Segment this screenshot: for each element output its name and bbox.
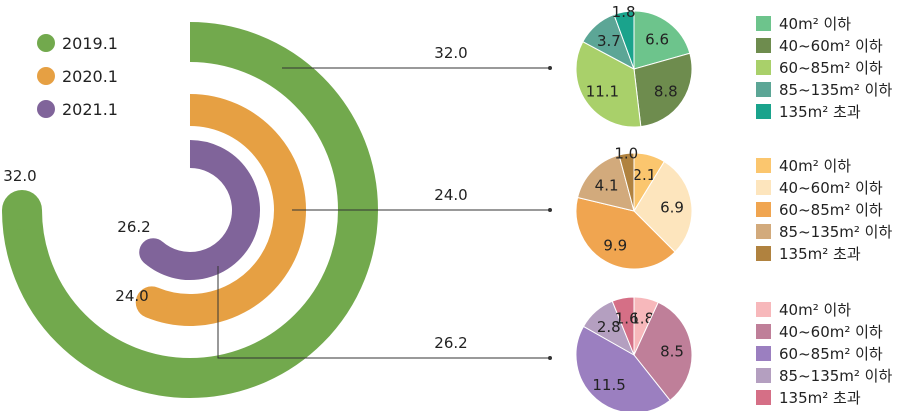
pie-legend-swatch (756, 390, 771, 405)
pie-legend-label: 40~60m² 이하 (779, 179, 883, 197)
pie-legend-swatch (756, 38, 771, 53)
pie-legend-label: 85~135m² 이하 (779, 81, 892, 99)
connector-dot (548, 356, 552, 360)
pie-slice-2021.1-4 (611, 296, 635, 356)
pie-legend-swatch (756, 324, 771, 339)
pie-value-label: 11.1 (586, 83, 619, 101)
pie-slice-2021.1-1 (633, 301, 693, 402)
pie-legend-label: 40m² 이하 (779, 157, 851, 175)
pie-legend-swatch (756, 104, 771, 119)
pie-value-label: 8.5 (660, 342, 684, 360)
pie-legend-label: 135m² 초과 (779, 103, 861, 121)
pie-legend-label: 135m² 초과 (779, 389, 861, 407)
pie-slice-2019.1-2 (575, 40, 642, 128)
radial-bar-2019.1 (2, 22, 378, 398)
pie-legend-swatch (756, 202, 771, 217)
legend-label-2021.1: 2021.1 (62, 100, 118, 119)
radial-bar-cap-2019.1 (2, 190, 42, 230)
pie-legend-swatch (756, 246, 771, 261)
pie-legend-label: 40~60m² 이하 (779, 37, 883, 55)
pie-legend-label: 135m² 초과 (779, 245, 861, 263)
pie-legend-label: 60~85m² 이하 (779, 345, 883, 363)
pie-value-label: 9.9 (603, 236, 627, 254)
pie-legend-label: 40m² 이하 (779, 15, 851, 33)
connector-dot (548, 208, 552, 212)
pie-legend-swatch (756, 82, 771, 97)
radial-bar-cap-2021.1 (139, 238, 168, 267)
pie-slice-2019.1-0 (633, 10, 691, 70)
pie-legend-swatch (756, 346, 771, 361)
pie-legend-label: 60~85m² 이하 (779, 201, 883, 219)
pie-legend-label: 60~85m² 이하 (779, 59, 883, 77)
pie-value-label: 6.9 (660, 199, 684, 217)
pie-value-label: 1.8 (612, 3, 636, 21)
pie-legend-label: 40~60m² 이하 (779, 323, 883, 341)
pie-value-label: 2.8 (597, 318, 621, 336)
radial-value-label-2020.1: 24.0 (115, 287, 148, 305)
pie-legend-swatch (756, 224, 771, 239)
pie-legend-swatch (756, 302, 771, 317)
pie-value-label: 1.6 (615, 309, 639, 327)
pie-slice-2020.1-2 (575, 196, 676, 270)
pie-slice-2021.1-2 (575, 325, 671, 411)
connector-dot (548, 66, 552, 70)
pie-value-label: 11.5 (592, 376, 625, 394)
pie-value-label: 8.8 (654, 82, 678, 100)
pie-legend-swatch (756, 368, 771, 383)
legend-label-2020.1: 2020.1 (62, 67, 118, 86)
pie-legend-label: 85~135m² 이하 (779, 223, 892, 241)
pie-slice-2020.1-1 (633, 160, 693, 253)
pie-value-label: 3.7 (597, 32, 621, 50)
pie-legend-swatch (756, 16, 771, 31)
radial-bar-cap-2020.1 (135, 286, 168, 319)
pie-value-label: 1.0 (614, 144, 638, 162)
pie-legend-label: 85~135m² 이하 (779, 367, 892, 385)
radial-bar-2021.1 (144, 140, 260, 280)
radial-value-label-2019.1: 32.0 (3, 167, 36, 185)
legend-marker-2019.1 (37, 34, 55, 52)
pie-slice-2019.1-1 (633, 52, 693, 128)
pie-legend-swatch (756, 158, 771, 173)
pie-value-label: 4.1 (595, 176, 619, 194)
pie-slice-2019.1-4 (613, 10, 635, 70)
legend-marker-2021.1 (37, 100, 55, 118)
connector-label-2021.1: 26.2 (434, 334, 467, 352)
connector-label-2020.1: 24.0 (434, 186, 467, 204)
pie-value-label: 6.6 (645, 31, 669, 49)
legend-label-2019.1: 2019.1 (62, 34, 118, 53)
pie-value-label: 2.1 (632, 166, 656, 184)
radial-bar-2020.1 (145, 94, 306, 326)
connector-line (217, 266, 550, 359)
pie-legend-swatch (756, 180, 771, 195)
legend-marker-2020.1 (37, 67, 55, 85)
pie-legend-label: 40m² 이하 (779, 301, 851, 319)
radial-value-label-2021.1: 26.2 (117, 218, 150, 236)
pie-slice-2020.1-4 (618, 152, 635, 212)
connector-label-2019.1: 32.0 (434, 44, 467, 62)
pie-slice-2020.1-3 (576, 154, 635, 212)
pie-legend-swatch (756, 60, 771, 75)
